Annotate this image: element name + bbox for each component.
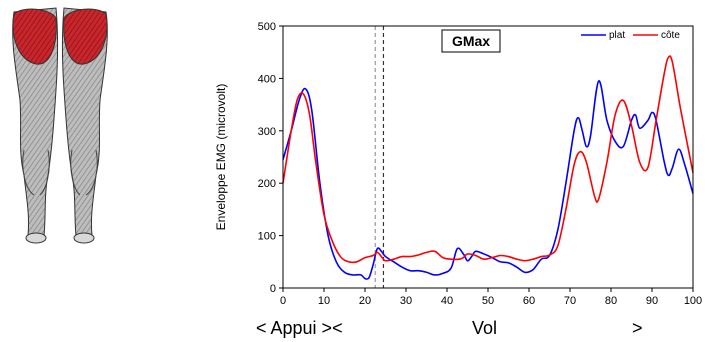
y-axis: 0 100 200 300 400 500 <box>258 21 283 295</box>
x-axis: 0 10 20 30 40 50 60 70 80 90 100 <box>280 288 702 307</box>
x-tick-label: 40 <box>441 295 453 307</box>
phase-label-vol: Vol <box>472 318 497 338</box>
emg-chart: 0 10 20 30 40 50 60 70 80 90 100 0100200300400500 … <box>200 0 705 342</box>
y-tick-label: 100 <box>258 231 276 243</box>
series-line-cote <box>283 56 693 262</box>
x-tick-label: 10 <box>318 295 330 307</box>
legend: plat côte <box>581 30 680 41</box>
y-tick-label: 200 <box>258 178 276 190</box>
x-tick-label: 60 <box>523 295 535 307</box>
x-tick-label: 90 <box>646 295 658 307</box>
x-tick-label: 70 <box>564 295 576 307</box>
leg-muscles-illustration-icon <box>0 0 120 250</box>
series-line-plat <box>283 81 693 279</box>
y-tick-label: 500 <box>258 21 276 33</box>
x-tick-label: 30 <box>400 295 412 307</box>
x-tick-label: 20 <box>359 295 371 307</box>
y-tick-label: 400 <box>258 73 276 85</box>
x-tick-label: 0 <box>280 295 286 307</box>
x-tick-label: 50 <box>482 295 494 307</box>
legend-label-cote: côte <box>661 30 680 41</box>
y-tick-label: 300 <box>258 126 276 138</box>
x-tick-label: 100 <box>684 295 702 307</box>
y-axis-title: Enveloppe EMG (microvolt) <box>214 84 228 231</box>
chart-title: GMax <box>452 33 490 49</box>
legend-label-plat: plat <box>609 30 625 41</box>
x-tick-label: 80 <box>605 295 617 307</box>
phase-label-end: > <box>632 318 643 338</box>
plot-area-frame <box>283 26 693 288</box>
chart-series-layer <box>283 56 693 279</box>
y-tick-label: 0 <box>270 283 276 295</box>
phase-label-appui: < Appui >< <box>256 318 343 338</box>
